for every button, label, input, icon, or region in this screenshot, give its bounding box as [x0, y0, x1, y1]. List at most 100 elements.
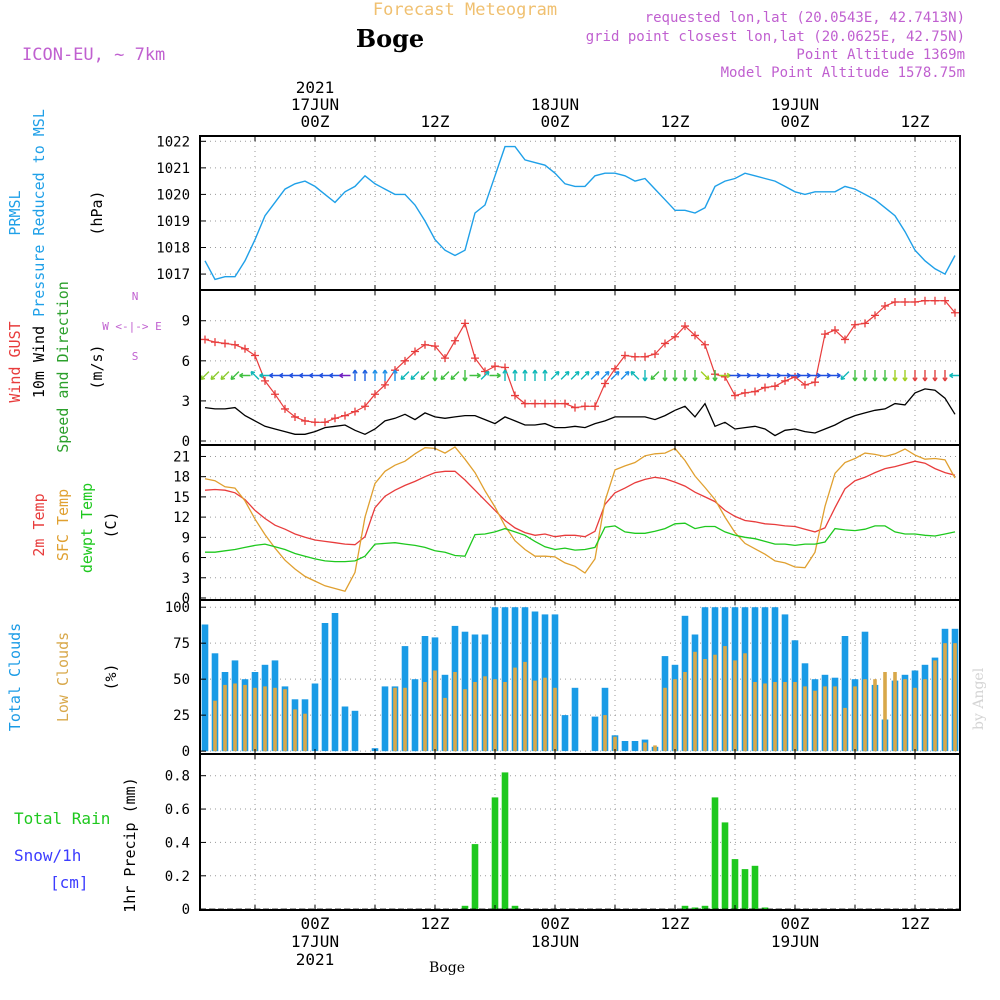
wind-arrow [532, 369, 538, 381]
unit-precip: 1hr Precip (mm) [121, 777, 139, 912]
bar-low-cloud [853, 686, 857, 752]
gridpoint-coords: grid point closest lon,lat (20.0625E, 42… [586, 29, 965, 45]
gust-marker [441, 354, 449, 363]
y-tick-label: 100 [165, 600, 190, 616]
bar-low-cloud [493, 679, 497, 752]
bar-total-cloud [351, 710, 359, 752]
wind-arrow [309, 372, 321, 379]
wind-arrow [862, 370, 868, 382]
gust-marker [451, 336, 459, 345]
bar-low-cloud [843, 707, 847, 752]
wind-arrow [949, 372, 961, 379]
bar-low-cloud [773, 682, 777, 752]
bar-low-cloud [753, 682, 757, 752]
gust-marker [211, 338, 219, 347]
bar-rain [711, 797, 719, 910]
gust-marker [781, 376, 789, 385]
time-label-top: 00Z [781, 112, 810, 131]
footer-location: Boge [429, 960, 465, 976]
gust-marker [931, 296, 939, 305]
y-tick-label: 6 [182, 551, 190, 567]
bar-low-cloud [893, 672, 897, 752]
gust-marker [811, 378, 819, 387]
unit-ms: (m/s) [88, 344, 106, 389]
series-10m-wind [204, 388, 956, 437]
gust-marker [611, 364, 619, 373]
bar-rain [501, 772, 509, 910]
bar-low-cloud [503, 682, 507, 752]
bar-total-cloud [381, 686, 389, 752]
y-tick-label: 0.6 [165, 802, 190, 818]
gust-marker [941, 296, 949, 305]
wind-arrow [560, 370, 570, 380]
bar-total-cloud [491, 607, 499, 752]
gust-marker [411, 347, 419, 356]
y-tick-label: 9 [182, 314, 190, 330]
wind-arrow [329, 372, 341, 379]
gust-marker [331, 414, 339, 423]
wind-arrow [489, 372, 501, 379]
y-tick-label: 1018 [156, 241, 190, 257]
gust-marker [921, 296, 929, 305]
bar-total-cloud [571, 687, 579, 752]
time-label-bottom: 12Z [421, 914, 450, 933]
wind-arrow [210, 371, 220, 381]
gust-marker [621, 351, 629, 360]
wind-arrow [279, 372, 291, 379]
location-title: Boge [356, 24, 424, 53]
y-tick-label: 1019 [156, 214, 190, 230]
panel-pressure: 1017 1018 1019 1020 1021 1022 PRMSL Pressure Re… [6, 109, 961, 317]
wind-arrow [382, 369, 388, 381]
bar-low-cloud [873, 679, 877, 752]
gust-marker [841, 335, 849, 344]
series-gust [204, 300, 956, 423]
gust-marker [581, 402, 589, 411]
time-label-top: 2021 [296, 78, 335, 97]
wind-arrow [522, 369, 528, 381]
ylabel-prmsl-desc: Pressure Reduced to MSL [30, 109, 48, 317]
y-tick-label: 0 [182, 902, 190, 918]
time-label-bottom: 12Z [661, 914, 690, 933]
wind-arrow [692, 370, 698, 382]
y-tick-label: 0 [182, 591, 190, 607]
wind-arrow [852, 370, 858, 382]
gust-marker [401, 356, 409, 365]
series-dewpt-temp [205, 522, 956, 563]
bar-low-cloud [603, 715, 607, 752]
gust-marker [311, 418, 319, 427]
compass-n: N [132, 290, 139, 303]
bar-low-cloud [403, 687, 407, 752]
gust-marker [571, 403, 579, 412]
point-altitude: Point Altitude 1369m [796, 47, 965, 63]
bar-low-cloud [263, 686, 267, 752]
wind-arrow [319, 372, 331, 379]
wind-arrow [650, 371, 660, 381]
bar-total-cloud [841, 636, 849, 752]
gust-marker [281, 404, 289, 413]
wind-arrow [512, 369, 518, 381]
gust-marker [701, 340, 709, 349]
wind-arrow [259, 372, 271, 379]
wind-arrow [352, 369, 358, 381]
gust-marker [681, 322, 689, 331]
bar-total-cloud [501, 607, 509, 752]
y-tick-label: 9 [182, 530, 190, 546]
time-label-top: 12Z [661, 112, 690, 131]
bar-total-cloud [631, 741, 639, 752]
gust-marker [251, 351, 259, 360]
y-tick-label: 1021 [156, 161, 190, 177]
gust-marker [521, 399, 529, 408]
bar-low-cloud [543, 677, 547, 752]
bar-rain [731, 859, 739, 910]
gust-marker [471, 354, 479, 363]
bar-total-cloud [771, 607, 779, 752]
bar-low-cloud [453, 672, 457, 752]
bar-low-cloud [423, 682, 427, 752]
bar-low-cloud [683, 672, 687, 752]
bar-low-cloud [943, 643, 947, 752]
wind-arrow [250, 370, 260, 380]
wind-arrow [372, 369, 378, 381]
bar-low-cloud [303, 713, 307, 752]
bar-low-cloud [743, 653, 747, 752]
bar-low-cloud [933, 660, 937, 752]
